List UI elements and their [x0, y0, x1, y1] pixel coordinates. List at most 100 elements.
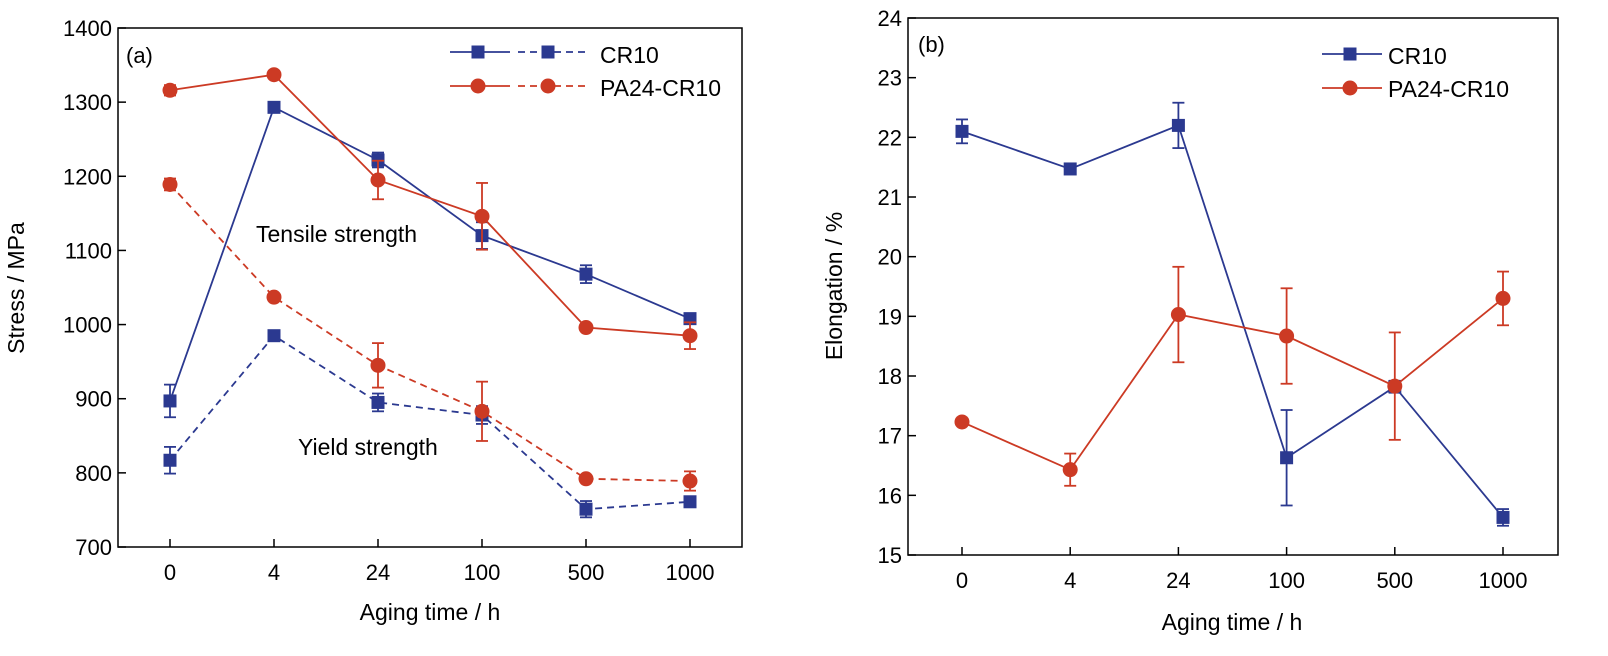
x-tick-label: 24	[366, 560, 390, 585]
legend-label-cr10: CR10	[600, 42, 659, 68]
x-tick-label: 500	[1376, 568, 1413, 593]
x-tick-label: 24	[1166, 568, 1190, 593]
x-tick-label: 1000	[1479, 568, 1528, 593]
x-axis-title: Aging time / h	[360, 599, 501, 625]
y-tick-label: 1100	[65, 238, 112, 263]
data-point	[1063, 162, 1077, 176]
series-line	[169, 334, 691, 511]
y-axis-title: Stress / MPa	[3, 222, 29, 354]
series-line	[169, 183, 691, 482]
series-cr10-yield-strength	[163, 329, 697, 519]
data-point	[371, 395, 385, 409]
series-pa24-cr10-tensile-strength	[162, 67, 698, 350]
series-line	[961, 297, 1504, 471]
x-tick-label: 4	[268, 560, 280, 585]
stress-chart: 700 800 900 1000 1100 1200 1300 1400 0 4 24 100 500…	[3, 16, 743, 625]
data-point	[162, 82, 178, 98]
x-tick-label: 500	[568, 560, 605, 585]
series-cr10	[955, 101, 1510, 527]
series-layer	[954, 101, 1511, 527]
series-cr10-tensile-strength	[163, 100, 697, 419]
y-tick-label: 700	[75, 535, 112, 560]
y-tick-label: 16	[878, 483, 902, 508]
data-point	[578, 471, 594, 487]
series-line	[169, 73, 691, 337]
y-axis-title: Elongation / %	[821, 212, 847, 360]
annotation-tensile-strength: Tensile strength	[256, 221, 417, 247]
data-point	[474, 403, 490, 419]
data-point	[267, 100, 281, 114]
x-tick-label: 100	[1268, 568, 1305, 593]
y-tick-label: 20	[878, 245, 902, 270]
series-pa24-cr10	[954, 265, 1511, 487]
data-point	[267, 329, 281, 343]
x-tick-label: 100	[464, 560, 501, 585]
y-tick-label: 24	[878, 6, 902, 31]
annotation-yield-strength: Yield strength	[298, 434, 438, 460]
panel-label: (b)	[918, 32, 945, 57]
legend-item-pa24-cr10: PA24-CR10	[1322, 76, 1509, 102]
y-tick-label: 22	[878, 125, 902, 150]
legend-label-pa24-cr10: PA24-CR10	[600, 75, 721, 101]
data-point	[370, 357, 386, 373]
legend-marker	[470, 78, 486, 94]
y-tick-label: 21	[878, 185, 902, 210]
y-tick-labels: 15 16 17 18 19 20 21 22 23 24	[878, 6, 902, 568]
data-point	[1495, 290, 1511, 306]
y-tick-label: 1300	[63, 90, 112, 115]
legend-marker	[471, 45, 485, 59]
data-point	[370, 172, 386, 188]
data-point	[579, 502, 593, 516]
data-point	[578, 320, 594, 336]
legend-label-cr10: CR10	[1388, 43, 1447, 69]
y-tick-label: 1000	[63, 313, 112, 338]
data-point	[682, 473, 698, 489]
legend-marker	[541, 45, 555, 59]
series-line	[169, 106, 691, 402]
data-point	[1170, 307, 1186, 323]
legend-marker	[540, 78, 556, 94]
y-tick-label: 1200	[63, 164, 112, 189]
plot-frame	[907, 17, 1559, 556]
tick-marks	[908, 17, 1504, 556]
x-tick-labels: 0 4 24 100 500 1000	[164, 560, 715, 585]
data-point	[266, 67, 282, 83]
data-point	[162, 176, 178, 192]
data-point	[163, 394, 177, 408]
tick-marks	[118, 27, 691, 548]
y-tick-label: 800	[75, 461, 112, 486]
plot-frame	[117, 27, 743, 548]
y-tick-label: 19	[878, 304, 902, 329]
y-tick-label: 23	[878, 66, 902, 91]
x-axis-title: Aging time / h	[1162, 609, 1303, 635]
series-pa24-cr10-yield-strength	[162, 176, 698, 492]
x-tick-label: 1000	[666, 560, 715, 585]
y-tick-label: 17	[878, 424, 902, 449]
data-point	[474, 208, 490, 224]
data-point	[1496, 510, 1510, 524]
legend-item-cr10: CR10	[450, 42, 659, 68]
y-tick-label: 18	[878, 364, 902, 389]
y-tick-label: 900	[75, 387, 112, 412]
data-point	[1387, 378, 1403, 394]
data-point	[683, 495, 697, 509]
legend-marker	[1343, 47, 1357, 61]
data-point	[1171, 118, 1185, 132]
y-tick-label: 1400	[63, 16, 112, 41]
data-point	[1062, 462, 1078, 478]
legend: CR10 PA24-CR10	[1322, 43, 1509, 102]
panel-label: (a)	[126, 43, 153, 68]
data-point	[955, 124, 969, 138]
y-tick-labels: 700 800 900 1000 1100 1200 1300 1400	[63, 16, 112, 560]
legend: CR10 PA24-CR10	[450, 42, 721, 101]
legend-label-pa24-cr10: PA24-CR10	[1388, 76, 1509, 102]
data-point	[266, 289, 282, 305]
x-tick-label: 4	[1064, 568, 1076, 593]
data-point	[1279, 328, 1295, 344]
x-tick-label: 0	[956, 568, 968, 593]
series-line	[961, 124, 1504, 518]
y-tick-label: 15	[878, 543, 902, 568]
data-point	[954, 414, 970, 430]
